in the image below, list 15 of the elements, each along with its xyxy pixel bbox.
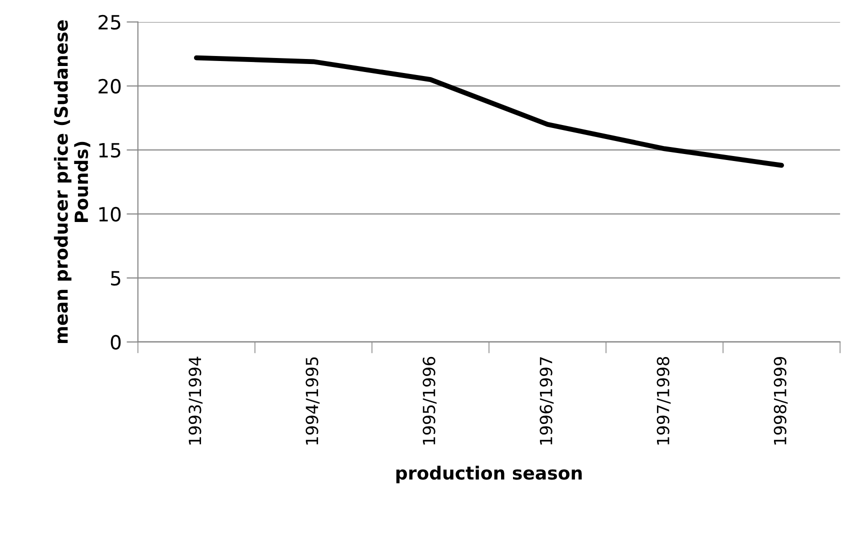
- x-tick-label: 1997/1998: [656, 357, 671, 444]
- line-series: [194, 55, 784, 168]
- y-tick-label: 15: [99, 143, 120, 158]
- y-tick-label: 0: [110, 334, 121, 350]
- x-tick-label: 1998/1999: [774, 357, 788, 444]
- x-axis-title: production season: [396, 466, 582, 484]
- y-axis-title: mean producer price (Sudanese Pounds): [54, 20, 90, 344]
- x-tick-label: 1994/1995: [306, 357, 320, 444]
- y-tick-label: 10: [99, 206, 121, 222]
- y-tick-label: 25: [98, 14, 120, 30]
- y-tick-label: 20: [98, 78, 121, 94]
- y-tick-label: 5: [111, 271, 120, 286]
- x-tick-label: 1995/1996: [422, 356, 437, 444]
- x-tick-label: 1993/1994: [188, 356, 203, 444]
- x-tick-label: 1996/1997: [540, 357, 554, 444]
